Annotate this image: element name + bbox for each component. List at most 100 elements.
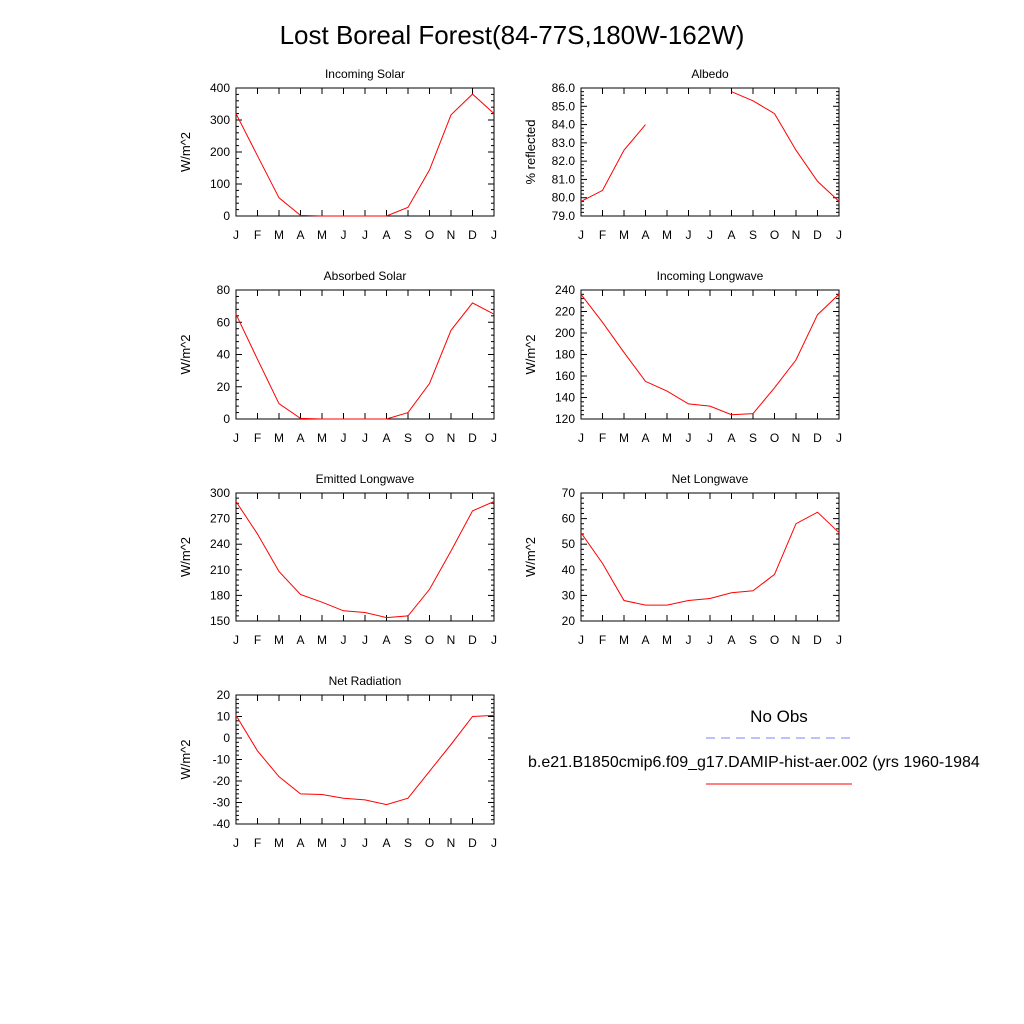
x-tick-label: F [599, 633, 606, 647]
x-tick-label: A [727, 431, 735, 445]
chart-albedo: Albedo % reflected 79.0 80.0 81.0 82.0 83.0 84.… [523, 67, 842, 242]
plot-frame [235, 289, 495, 420]
x-tick-label: M [317, 431, 327, 445]
x-tick-label: M [619, 431, 629, 445]
series-line [235, 501, 495, 619]
x-tick-label: A [382, 633, 390, 647]
x-tick-label: M [619, 228, 629, 242]
x-tick-label: N [447, 431, 456, 445]
chart-title: Emitted Longwave [316, 472, 415, 486]
x-tick-label: S [404, 228, 412, 242]
x-tick-label: O [425, 228, 434, 242]
x-tick-label: J [233, 836, 239, 850]
y-tick-label: -10 [213, 753, 231, 767]
x-tick-label: A [296, 836, 304, 850]
y-tick-label: 300 [210, 486, 230, 500]
x-tick-label: J [233, 431, 239, 445]
y-tick-label: 60 [562, 512, 576, 526]
y-tick-label: 79.0 [552, 209, 576, 223]
y-tick-label: 80 [217, 283, 231, 297]
x-tick-label: M [662, 228, 672, 242]
figure-title: Lost Boreal Forest(84-77S,180W-162W) [279, 20, 745, 50]
x-tick-label: J [836, 228, 842, 242]
y-tick-label: 240 [555, 283, 575, 297]
x-tick-label: O [425, 836, 434, 850]
x-tick-label: O [425, 633, 434, 647]
y-tick-label: 84.0 [552, 118, 576, 132]
y-tick-label: 100 [210, 177, 230, 191]
x-tick-label: A [296, 228, 304, 242]
x-tick-label: A [641, 431, 649, 445]
y-tick-label: 220 [555, 305, 575, 319]
y-tick-label: 120 [555, 412, 575, 426]
x-tick-label: J [233, 633, 239, 647]
x-tick-label: J [341, 633, 347, 647]
chart-title: Absorbed Solar [324, 269, 407, 283]
x-tick-label: M [274, 431, 284, 445]
x-tick-label: D [468, 836, 477, 850]
y-tick-label: 82.0 [552, 154, 576, 168]
x-tick-label: M [317, 228, 327, 242]
x-tick-label: J [341, 228, 347, 242]
x-tick-label: J [491, 633, 497, 647]
x-tick-label: J [362, 228, 368, 242]
x-tick-label: J [707, 228, 713, 242]
x-tick-label: D [813, 228, 822, 242]
y-tick-label: -20 [213, 774, 231, 788]
x-tick-label: M [317, 633, 327, 647]
series-line [580, 293, 840, 416]
y-tick-label: 270 [210, 512, 230, 526]
y-tick-label: -40 [213, 817, 231, 831]
y-tick-label: 210 [210, 563, 230, 577]
x-tick-label: J [362, 431, 368, 445]
x-tick-label: S [749, 633, 757, 647]
y-tick-label: 150 [210, 614, 230, 628]
x-tick-label: M [662, 633, 672, 647]
y-tick-label: 20 [217, 380, 231, 394]
series-line [235, 714, 495, 806]
x-tick-label: S [404, 836, 412, 850]
x-tick-label: D [813, 633, 822, 647]
x-tick-label: A [382, 836, 390, 850]
x-tick-label: A [727, 228, 735, 242]
x-tick-label: S [749, 431, 757, 445]
x-tick-label: N [792, 228, 801, 242]
series-line [235, 93, 495, 217]
y-axis-label: W/m^2 [178, 537, 193, 577]
chart-title: Incoming Longwave [657, 269, 764, 283]
x-tick-label: F [599, 431, 606, 445]
x-tick-label: N [792, 431, 801, 445]
y-tick-label: 30 [562, 588, 576, 602]
y-tick-label: 20 [217, 688, 231, 702]
series-line [235, 302, 495, 420]
y-tick-label: 70 [562, 486, 576, 500]
y-tick-label: 86.0 [552, 81, 576, 95]
y-tick-label: 20 [562, 614, 576, 628]
y-tick-label: 0 [223, 209, 230, 223]
x-tick-label: O [770, 431, 779, 445]
y-tick-label: 240 [210, 537, 230, 551]
y-axis-label: W/m^2 [178, 132, 193, 172]
y-tick-label: 400 [210, 81, 230, 95]
y-tick-label: 83.0 [552, 136, 576, 150]
x-tick-label: F [599, 228, 606, 242]
y-tick-label: 40 [562, 563, 576, 577]
y-axis-label: % reflected [523, 119, 538, 184]
x-tick-label: J [686, 431, 692, 445]
legend-title: No Obs [750, 707, 808, 726]
x-tick-label: J [491, 836, 497, 850]
x-tick-label: J [362, 836, 368, 850]
y-tick-label: 10 [217, 710, 231, 724]
y-tick-label: 81.0 [552, 172, 576, 186]
x-tick-label: M [274, 633, 284, 647]
y-tick-label: 80.0 [552, 191, 576, 205]
y-tick-label: 0 [223, 731, 230, 745]
x-tick-label: J [578, 633, 584, 647]
series-line [580, 511, 840, 606]
x-tick-label: S [749, 228, 757, 242]
x-tick-label: J [578, 431, 584, 445]
legend: No Obs b.e21.B1850cmip6.f09_g17.DAMIP-hi… [528, 707, 980, 785]
x-tick-label: F [254, 633, 261, 647]
